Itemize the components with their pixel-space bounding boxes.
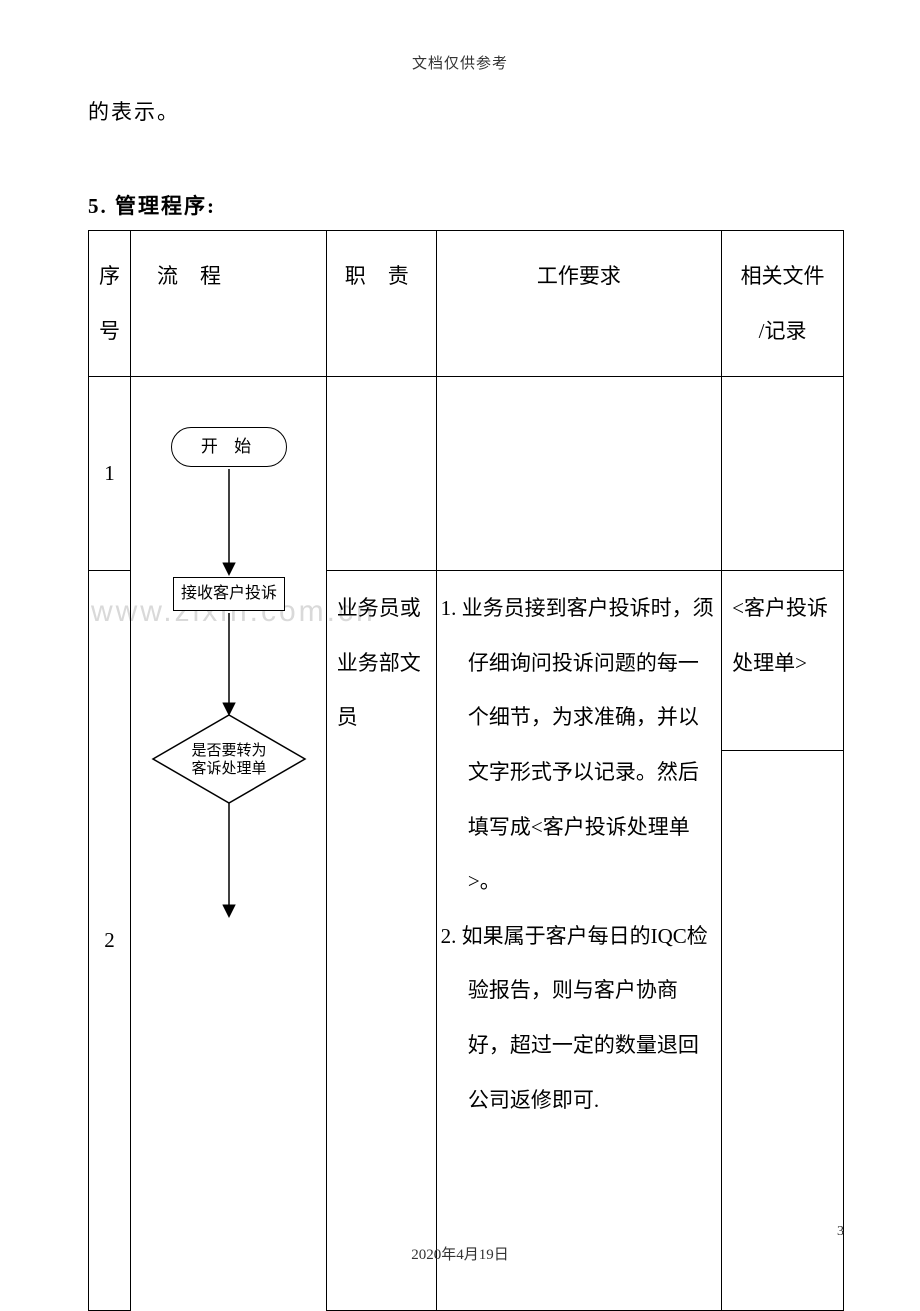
col-rel-line1: 相关文件 bbox=[741, 264, 825, 288]
footer-date: 2020年4月19日 bbox=[0, 1243, 920, 1264]
cell-rel-2b bbox=[722, 751, 844, 1311]
cell-flow: 开 始 接收客户投诉 www.zixin.com.cn 是否要转为 bbox=[130, 377, 326, 1311]
col-resp: 职责 bbox=[326, 231, 436, 377]
cell-resp-2: 业务员或业务部文员 bbox=[326, 571, 436, 1311]
procedure-table: 序号 流程 职责 工作要求 相关文件 /记录 1 开 始 接收客户投诉 www.… bbox=[88, 230, 844, 1311]
page-header-note: 文档仅供参考 bbox=[0, 0, 920, 73]
flow-svg: 是否要转为 客诉处理单 bbox=[131, 377, 327, 1311]
work-item: 1. 业务员接到客户投诉时，须仔细询问投诉问题的每一个细节，为求准确，并以文字形… bbox=[441, 581, 718, 909]
table-header-row: 序号 流程 职责 工作要求 相关文件 /记录 bbox=[89, 231, 844, 377]
table-row: 1 开 始 接收客户投诉 www.zixin.com.cn bbox=[89, 377, 844, 571]
col-work: 工作要求 bbox=[436, 231, 722, 377]
leading-text: 的表示。 bbox=[88, 96, 180, 126]
cell-seq-2: 2 bbox=[89, 571, 131, 1311]
col-rel: 相关文件 /记录 bbox=[722, 231, 844, 377]
flow-node-decision bbox=[153, 715, 305, 803]
section-title: 5. 管理程序: bbox=[88, 190, 216, 220]
col-flow: 流程 bbox=[130, 231, 326, 377]
work-item: 2. 如果属于客户每日的IQC检验报告，则与客户协商好，超过一定的数量退回公司返… bbox=[441, 909, 718, 1127]
section-heading: 管理程序: bbox=[115, 194, 216, 218]
cell-seq-1: 1 bbox=[89, 377, 131, 571]
footer-page-number: 3 bbox=[837, 1224, 844, 1240]
col-seq: 序号 bbox=[89, 231, 131, 377]
cell-rel-1 bbox=[722, 377, 844, 571]
flow-decision-label1: 是否要转为 bbox=[191, 742, 266, 759]
cell-resp-1 bbox=[326, 377, 436, 571]
cell-rel-2: <客户投诉处理单> bbox=[722, 571, 844, 751]
flowchart-canvas: 开 始 接收客户投诉 www.zixin.com.cn 是否要转为 bbox=[131, 377, 327, 1311]
flow-decision-label2: 客诉处理单 bbox=[191, 760, 266, 777]
cell-work-1 bbox=[436, 377, 722, 571]
cell-work-2: 1. 业务员接到客户投诉时，须仔细询问投诉问题的每一个细节，为求准确，并以文字形… bbox=[436, 571, 722, 1311]
section-number: 5. bbox=[88, 194, 108, 218]
col-rel-line2: /记录 bbox=[759, 319, 807, 343]
